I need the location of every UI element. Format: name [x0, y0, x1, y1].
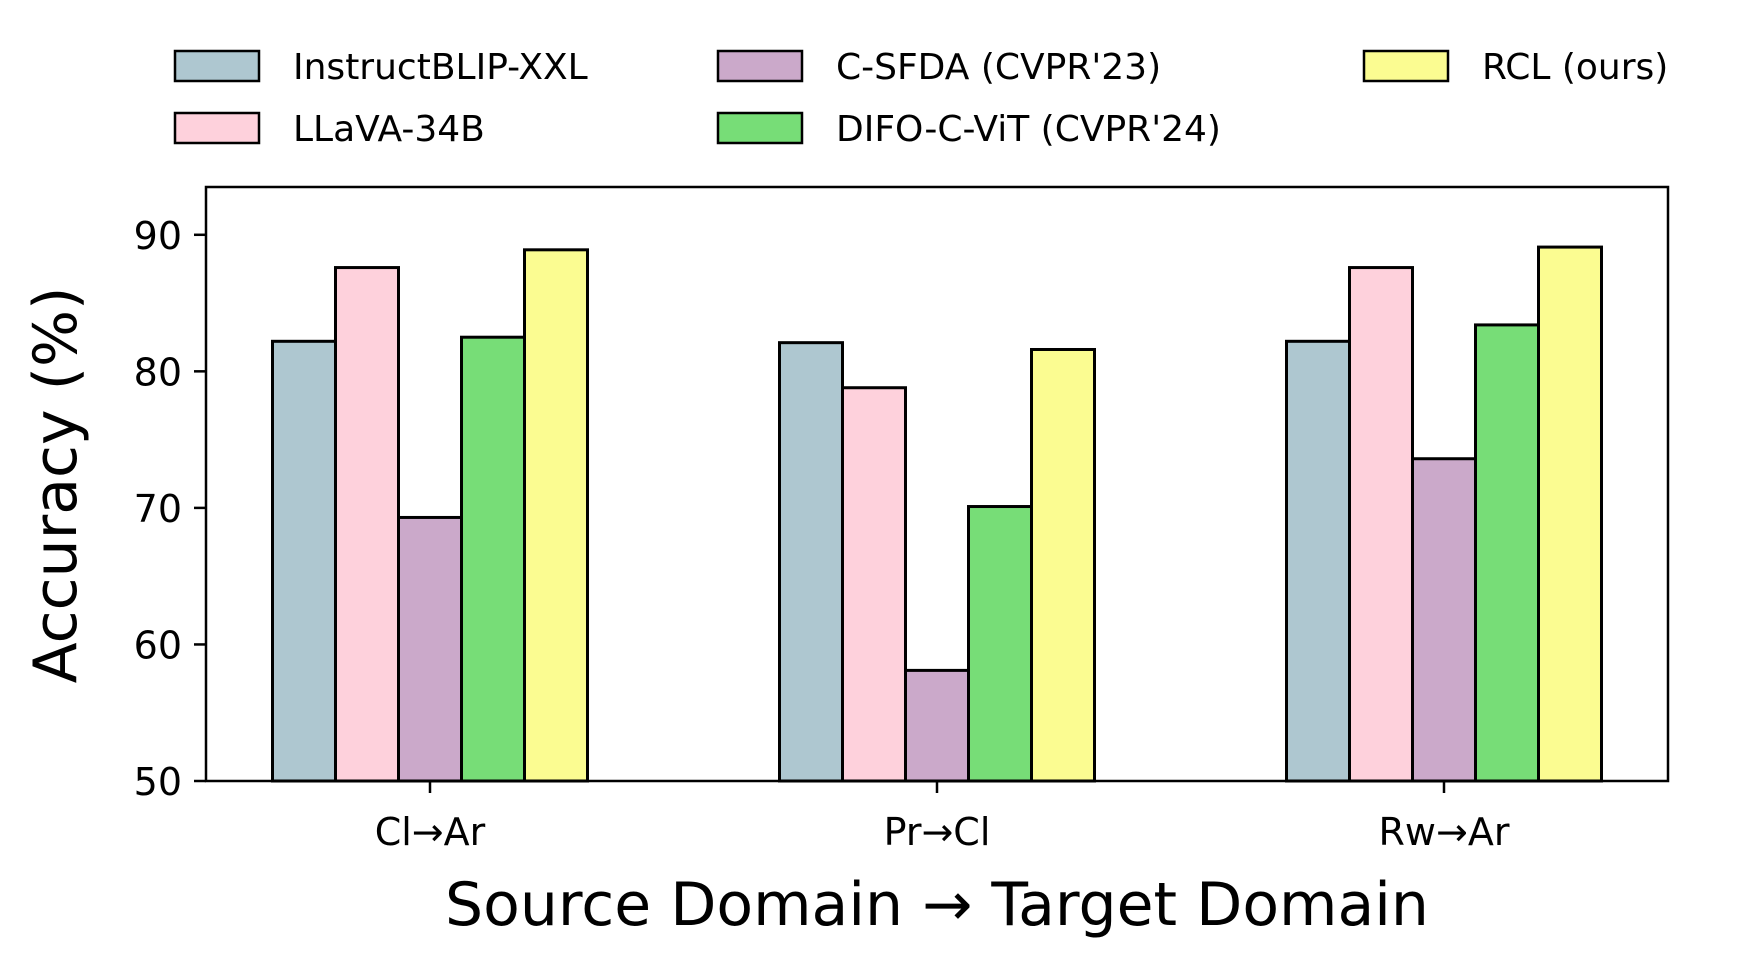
bar [778, 341, 844, 783]
legend-label: RCL (ours) [1482, 47, 1668, 88]
bars-group [271, 245, 1603, 783]
bar [904, 668, 970, 783]
legend-label: C-SFDA (CVPR'23) [836, 47, 1161, 88]
bar [1411, 457, 1477, 783]
legend-label: InstructBLIP-XXL [293, 47, 588, 88]
legend-label: LLaVA-34B [293, 109, 485, 150]
y-tick-label: 80 [134, 350, 182, 394]
legend-swatch [173, 49, 261, 83]
legend: InstructBLIP-XXL LLaVA-34B C-SFDA (CVPR'23… [173, 47, 1668, 150]
legend-swatch [716, 111, 804, 145]
x-tick-label: Cl→Ar [375, 810, 486, 854]
bar [967, 505, 1033, 783]
legend-swatch [1362, 49, 1450, 83]
legend-swatch [716, 49, 804, 83]
bar [1537, 245, 1603, 783]
y-axis-title: Accuracy (%) [21, 287, 91, 684]
y-tick-label: 90 [134, 214, 182, 258]
bar [1030, 347, 1096, 783]
x-tick-label: Rw→Ar [1379, 810, 1510, 854]
y-tick-label: 70 [134, 487, 182, 531]
legend-swatch [173, 111, 261, 145]
bar [397, 515, 463, 783]
bar [841, 386, 907, 783]
bar [523, 248, 589, 783]
y-tick-label: 60 [134, 623, 182, 667]
bar [334, 266, 400, 783]
bar [1474, 323, 1540, 783]
x-tick-label: Pr→Cl [884, 810, 991, 854]
bar [460, 335, 526, 783]
legend-label: DIFO-C-ViT (CVPR'24) [836, 109, 1221, 150]
bar [271, 339, 337, 783]
bar [1348, 266, 1414, 783]
x-axis-title: Source Domain → Target Domain [445, 870, 1429, 940]
y-tick-label: 50 [134, 760, 182, 804]
bar [1285, 339, 1351, 783]
axes-group: 50 60 70 80 90 Cl→Ar Pr→Cl Rw→Ar [134, 185, 1670, 854]
